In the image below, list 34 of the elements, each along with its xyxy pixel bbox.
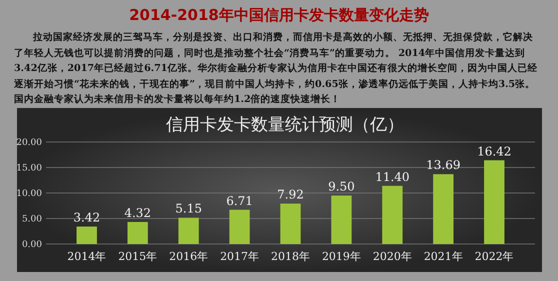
chart-title: 2014-2018年中国信用卡发卡数量变化走势 xyxy=(128,6,430,25)
bar xyxy=(433,174,454,244)
bar xyxy=(76,226,97,244)
data-label: 16.42 xyxy=(477,144,512,158)
y-tick-label: 10.00 xyxy=(16,188,42,199)
data-label: 4.32 xyxy=(124,206,152,220)
bar xyxy=(382,186,403,244)
data-label: 9.50 xyxy=(328,180,355,194)
x-tick-label: 2020年 xyxy=(372,250,412,263)
text: 拉动国家经济发展的三驾马车，分别是投资、出口和消费，而信用卡是高效的小额、无抵押、无担保贷款，它解决了年轻人无钱也可以提前消费的问题，同时也是推动整个社会“消费马车”的重要动力。 2014年中国信用发卡量达到3.42亿张，2017年已经超过6.71亿张。华尔街金融分析专家认为信用卡在中国还有很大的增长空间，因为中国人已经逐渐开始习惯“花未来的钱，干现在的事”，现目前中国人均持卡，约0.65张，渗透率仍远低于美国，人持卡均3.5张。国内金融专家认为未来信用卡的发卡量将以每年约1.2倍的速度快速增长！ xyxy=(14,30,538,107)
bar xyxy=(484,160,504,244)
x-tick-label: 2018年 xyxy=(271,250,310,263)
bar xyxy=(229,210,250,244)
y-tick-label: 15.00 xyxy=(16,163,42,174)
x-tick-label: 2021年 xyxy=(424,250,463,263)
data-label: 11.40 xyxy=(375,170,410,184)
x-tick-label: 2019年 xyxy=(322,250,361,263)
x-tick-label: 2016年 xyxy=(169,250,208,263)
data-label: 3.42 xyxy=(73,210,100,225)
bar xyxy=(280,204,301,244)
bar xyxy=(128,222,148,244)
data-label: 5.15 xyxy=(175,202,202,216)
chart-subtitle: 信用卡发卡数量统计预测（亿） xyxy=(166,115,404,135)
y-tick-label: 0.00 xyxy=(22,240,42,250)
x-tick-label: 2022年 xyxy=(474,250,514,263)
y-tick-label: 5.00 xyxy=(22,214,42,224)
x-tick-label: 2017年 xyxy=(220,250,260,263)
data-label: 7.92 xyxy=(277,188,304,202)
bar xyxy=(178,218,199,244)
data-label: 13.69 xyxy=(426,158,460,172)
bar xyxy=(331,196,352,244)
data-label: 6.71 xyxy=(226,194,253,208)
x-tick-label: 2015年 xyxy=(118,250,158,263)
x-tick-label: 2014年 xyxy=(67,250,106,263)
